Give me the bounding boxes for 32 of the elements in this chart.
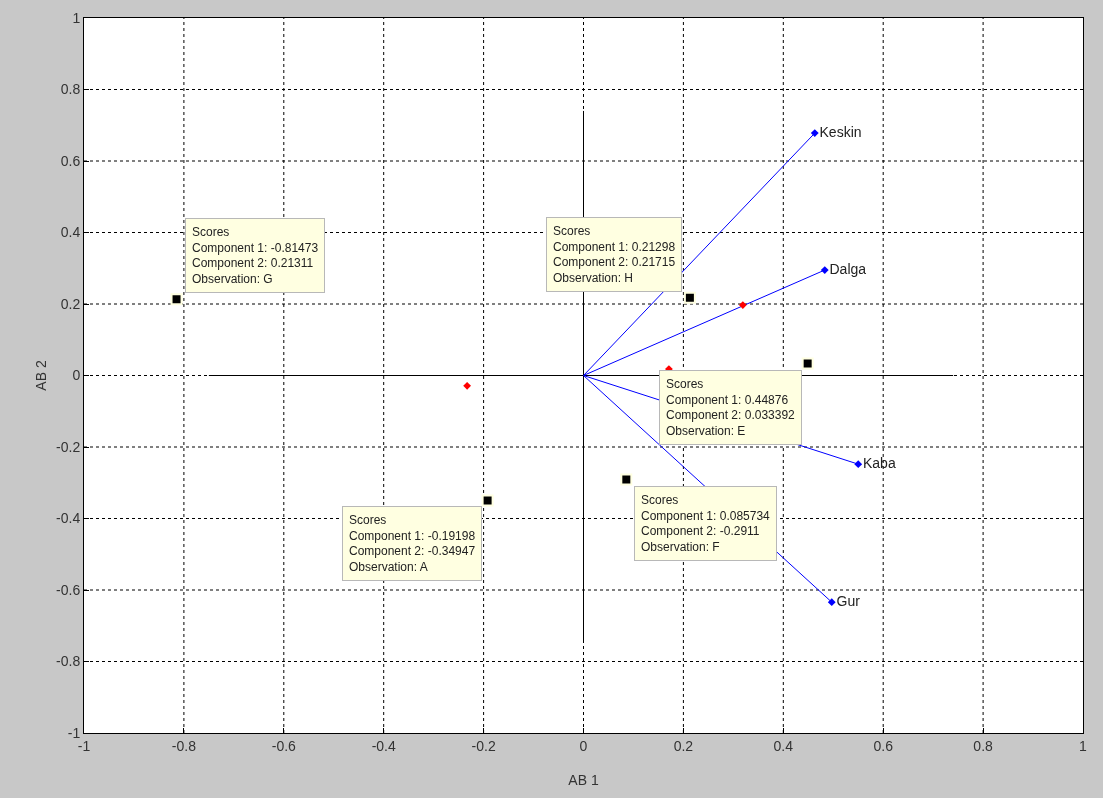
series-label: Dalga — [829, 260, 867, 277]
y-tick-label: -0.2 — [56, 438, 81, 455]
x-tick-label: -0.2 — [471, 737, 496, 754]
series-label: Kaba — [862, 454, 896, 471]
y-axis-title: AB 2 — [33, 360, 49, 391]
series-label: Gur — [836, 592, 861, 609]
y-tick-label: 0.8 — [60, 81, 81, 98]
annotation: Scores Component 1: 0.085734 Component 2: -0.2911 Observation: F — [641, 493, 771, 554]
annotation: Scores Component 1: -0.19198 Component 2: -0.34947 Observation: A — [349, 513, 476, 574]
x-tick-label: -0.4 — [371, 737, 396, 754]
y-tick-label: 0 — [72, 367, 81, 384]
x-tick-label: 0 — [579, 737, 588, 754]
x-tick-label: -0.6 — [271, 737, 297, 754]
series-label: Keskin — [819, 123, 862, 140]
y-tick-label: 0.2 — [60, 295, 81, 312]
annotation: Scores Component 1: -0.81473 Component 2: 0.21311 Observation: G — [192, 225, 319, 286]
y-tick-label: 0.6 — [60, 152, 81, 169]
x-axis-title: AB 1 — [568, 772, 599, 788]
y-tick-label: 1 — [72, 9, 81, 26]
x-tick-label: 0.6 — [873, 737, 894, 754]
y-tick-label: -0.8 — [56, 653, 81, 670]
x-tick-label: 0.8 — [973, 737, 994, 754]
y-tick-label: 0.4 — [60, 224, 81, 241]
x-tick-label: 0.4 — [773, 737, 794, 754]
y-tick-label: -1 — [67, 724, 81, 741]
x-tick-label: -0.8 — [171, 737, 197, 754]
annotation: Scores Component 1: 0.21298 Component 2: 0.21715 Observation: H — [553, 224, 676, 285]
x-tick-label: 0.2 — [673, 737, 694, 754]
x-tick-label: 1 — [1079, 737, 1088, 754]
y-tick-label: -0.4 — [56, 510, 81, 527]
annotation: Scores Component 1: 0.44876 Component 2: 0.033392 Observation: E — [666, 377, 796, 438]
y-tick-label: -0.6 — [56, 581, 81, 598]
